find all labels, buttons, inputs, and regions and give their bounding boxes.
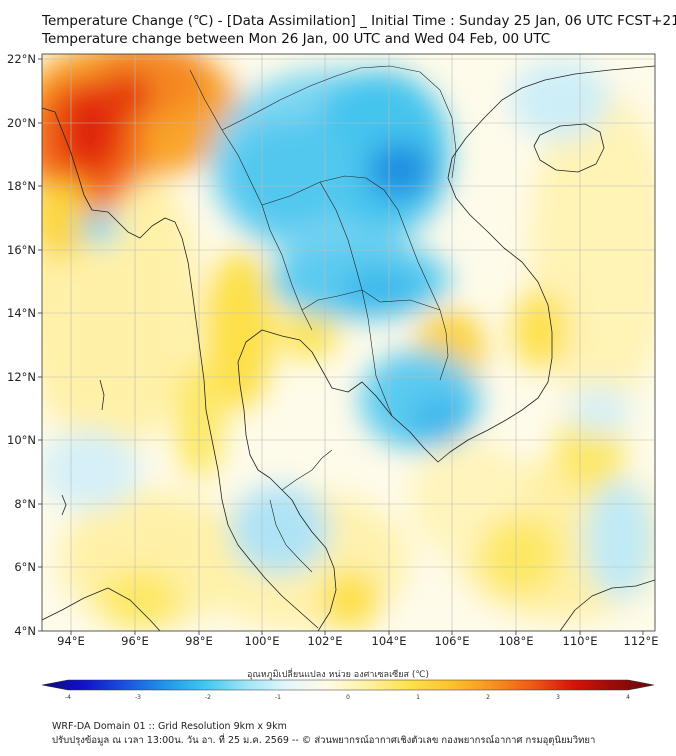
footer: WRF-DA Domain 01 :: Grid Resolution 9km … bbox=[52, 720, 595, 748]
lat-label: 16°N bbox=[7, 243, 36, 257]
map-title: Temperature Change (℃) - [Data Assimilat… bbox=[42, 12, 676, 48]
latitude-labels: 22°N 20°N 18°N 16°N 14°N 12°N 10°N 8°N 6… bbox=[7, 52, 36, 638]
lat-label: 4°N bbox=[14, 624, 36, 638]
lon-label: 98°E bbox=[185, 634, 213, 648]
footer-credit: ปรับปรุงข้อมูล ณ เวลา 13:00น. วัน อา. ที… bbox=[52, 735, 596, 746]
lon-label: 110°E bbox=[563, 634, 598, 648]
longitude-labels: 94°E 96°E 98°E 100°E 102°E 104°E 106°E 1… bbox=[57, 634, 658, 648]
lat-label: 10°N bbox=[7, 433, 36, 447]
colorbar-tick-label: -1 bbox=[275, 694, 281, 701]
colorbar-tick-label: -2 bbox=[205, 694, 211, 701]
colorbar-tick-label: 0 bbox=[346, 694, 350, 701]
lon-label: 96°E bbox=[121, 634, 149, 648]
lon-label: 104°E bbox=[372, 634, 407, 648]
lat-label: 6°N bbox=[14, 560, 36, 574]
lat-label: 20°N bbox=[7, 116, 36, 130]
lon-label: 102°E bbox=[308, 634, 343, 648]
colorbar-tick-label: 2 bbox=[486, 694, 490, 701]
colorbar-tick-label: 3 bbox=[556, 694, 560, 701]
colorbar-tick-label: -3 bbox=[135, 694, 141, 701]
temperature-blobs bbox=[42, 54, 655, 630]
lat-label: 12°N bbox=[7, 370, 36, 384]
colorbar-tick-label: 4 bbox=[626, 694, 630, 701]
colorbar-gradient bbox=[41, 679, 655, 691]
lat-label: 22°N bbox=[7, 52, 36, 66]
lat-label: 14°N bbox=[7, 306, 36, 320]
tick-marks bbox=[38, 58, 644, 635]
lon-label: 106°E bbox=[435, 634, 470, 648]
country-borders bbox=[189, 65, 457, 573]
colorbar: -4 -3 -2 -1 0 1 2 3 4 bbox=[41, 679, 655, 701]
lon-label: 94°E bbox=[57, 634, 85, 648]
title-line-1: Temperature Change (℃) - [Data Assimilat… bbox=[42, 13, 676, 29]
footer-model-info: WRF-DA Domain 01 :: Grid Resolution 9km … bbox=[52, 721, 287, 732]
lon-label: 112°E bbox=[624, 634, 659, 648]
lon-label: 100°E bbox=[245, 634, 280, 648]
title-line-2: Temperature change between Mon 26 Jan, 0… bbox=[42, 31, 551, 47]
colorbar-tick-label: -4 bbox=[65, 694, 71, 701]
colorbar-label: อุณหภูมิเปลี่ยนแปลง หน่วย องศาเซลเซียส (… bbox=[246, 670, 430, 680]
map-frame bbox=[41, 53, 656, 632]
graticule bbox=[42, 54, 655, 631]
lon-label: 108°E bbox=[499, 634, 534, 648]
lat-label: 18°N bbox=[7, 179, 36, 193]
coastlines bbox=[42, 65, 655, 631]
colorbar-tick-label: 1 bbox=[416, 694, 420, 701]
field-layer bbox=[42, 54, 655, 631]
lat-label: 8°N bbox=[14, 497, 36, 511]
